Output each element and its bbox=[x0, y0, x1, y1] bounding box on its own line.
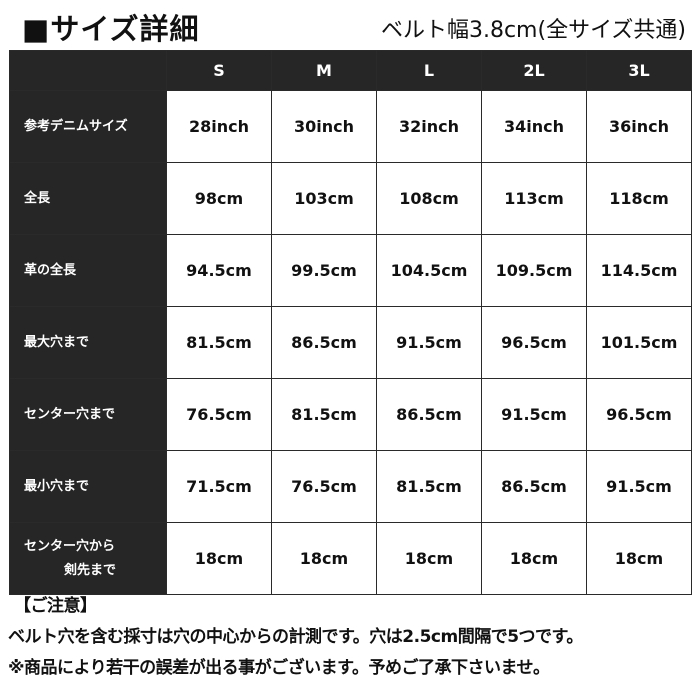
table-cell: 86.5cm bbox=[376, 378, 482, 451]
table-cell: 18cm bbox=[166, 522, 272, 595]
table-cell: 86.5cm bbox=[481, 450, 587, 523]
row-label: センター穴まで bbox=[9, 378, 167, 451]
row-label: センター穴から剣先まで bbox=[9, 522, 167, 595]
table-cell: 34inch bbox=[481, 90, 587, 163]
row-label: 革の全長 bbox=[9, 234, 167, 307]
row-label-text: 最小穴まで bbox=[24, 478, 90, 494]
row-label: 最大穴まで bbox=[9, 306, 167, 379]
notes: 【ご注意】 ベルト穴を含む採寸は穴の中心からの計測です。穴は2.5cm間隔で5つ… bbox=[8, 591, 583, 684]
row-label: 全長 bbox=[9, 162, 167, 235]
notes-line-1: ベルト穴を含む採寸は穴の中心からの計測です。穴は2.5cm間隔で5つです。 bbox=[8, 627, 583, 647]
table-cell: 109.5cm bbox=[481, 234, 587, 307]
table-cell: 76.5cm bbox=[271, 450, 377, 523]
table-row: センター穴から 剣先まで 18cm 18cm 18cm 18cm 18cm bbox=[9, 522, 692, 595]
table-cell: 98cm bbox=[166, 162, 272, 235]
table-cell: 94.5cm bbox=[166, 234, 272, 307]
table-cell: 76.5cm bbox=[166, 378, 272, 451]
header-m: M bbox=[271, 50, 377, 91]
table-cell: 18cm bbox=[481, 522, 587, 595]
row-label-text: 最大穴まで bbox=[24, 334, 90, 350]
table-cell: 99.5cm bbox=[271, 234, 377, 307]
table-cell: 32inch bbox=[376, 90, 482, 163]
row-label-text: 参考デニムサイズ bbox=[24, 118, 128, 134]
table-row: 全長 98cm 103cm 108cm 113cm 118cm bbox=[9, 162, 692, 235]
table-cell: 103cm bbox=[271, 162, 377, 235]
table-row: 最小穴まで 71.5cm 76.5cm 81.5cm 86.5cm 91.5cm bbox=[9, 450, 692, 523]
row-label-text: 全長 bbox=[24, 190, 51, 206]
table-cell: 91.5cm bbox=[481, 378, 587, 451]
belt-width-note: ベルト幅3.8cm(全サイズ共通) bbox=[380, 18, 686, 43]
table-cell: 36inch bbox=[586, 90, 692, 163]
header-2l: 2L bbox=[481, 50, 587, 91]
table-cell: 118cm bbox=[586, 162, 692, 235]
header-empty bbox=[9, 50, 167, 91]
notes-line-2: ※商品により若干の誤差が出る事がございます。予めご了承下さいませ。 bbox=[8, 658, 550, 678]
table-cell: 81.5cm bbox=[376, 450, 482, 523]
table-row: 参考デニムサイズ 28inch 30inch 32inch 34inch 36inch bbox=[9, 90, 692, 163]
table-cell: 108cm bbox=[376, 162, 482, 235]
table-cell: 91.5cm bbox=[376, 306, 482, 379]
table-row: 革の全長 94.5cm 99.5cm 104.5cm 109.5cm 114.5cm bbox=[9, 234, 692, 307]
header-row: S M L 2L 3L bbox=[9, 50, 692, 91]
table-cell: 96.5cm bbox=[481, 306, 587, 379]
notes-heading: 【ご注意】 bbox=[14, 596, 97, 616]
row-label: 最小穴まで bbox=[9, 450, 167, 523]
row-label-text: センター穴まで bbox=[24, 406, 116, 422]
table-cell: 30inch bbox=[271, 90, 377, 163]
table-cell: 28inch bbox=[166, 90, 272, 163]
header-s: S bbox=[166, 50, 272, 91]
table-cell: 91.5cm bbox=[586, 450, 692, 523]
table-cell: 81.5cm bbox=[271, 378, 377, 451]
table-cell: 18cm bbox=[586, 522, 692, 595]
row-label-text: 革の全長 bbox=[24, 262, 77, 278]
table-cell: 81.5cm bbox=[166, 306, 272, 379]
table-cell: 104.5cm bbox=[376, 234, 482, 307]
table-cell: 18cm bbox=[271, 522, 377, 595]
row-label-text-2: 剣先まで bbox=[64, 562, 117, 578]
table-cell: 18cm bbox=[376, 522, 482, 595]
page-title: ■サイズ詳細 bbox=[22, 12, 200, 46]
size-table: S M L 2L 3L 参考デニムサイズ 28inch 30inch 32inch 34… bbox=[9, 50, 692, 595]
table-row: センター穴まで 76.5cm 81.5cm 86.5cm 91.5cm 96.5cm bbox=[9, 378, 692, 451]
table-cell: 114.5cm bbox=[586, 234, 692, 307]
row-label-text: センター穴から bbox=[24, 538, 116, 554]
table-cell: 71.5cm bbox=[166, 450, 272, 523]
header-l: L bbox=[376, 50, 482, 91]
table-cell: 113cm bbox=[481, 162, 587, 235]
header-3l: 3L bbox=[586, 50, 692, 91]
table-cell: 101.5cm bbox=[586, 306, 692, 379]
table-cell: 86.5cm bbox=[271, 306, 377, 379]
row-label: 参考デニムサイズ bbox=[9, 90, 167, 163]
table-cell: 96.5cm bbox=[586, 378, 692, 451]
table-row: 最大穴まで 81.5cm 86.5cm 91.5cm 96.5cm 101.5cm bbox=[9, 306, 692, 379]
